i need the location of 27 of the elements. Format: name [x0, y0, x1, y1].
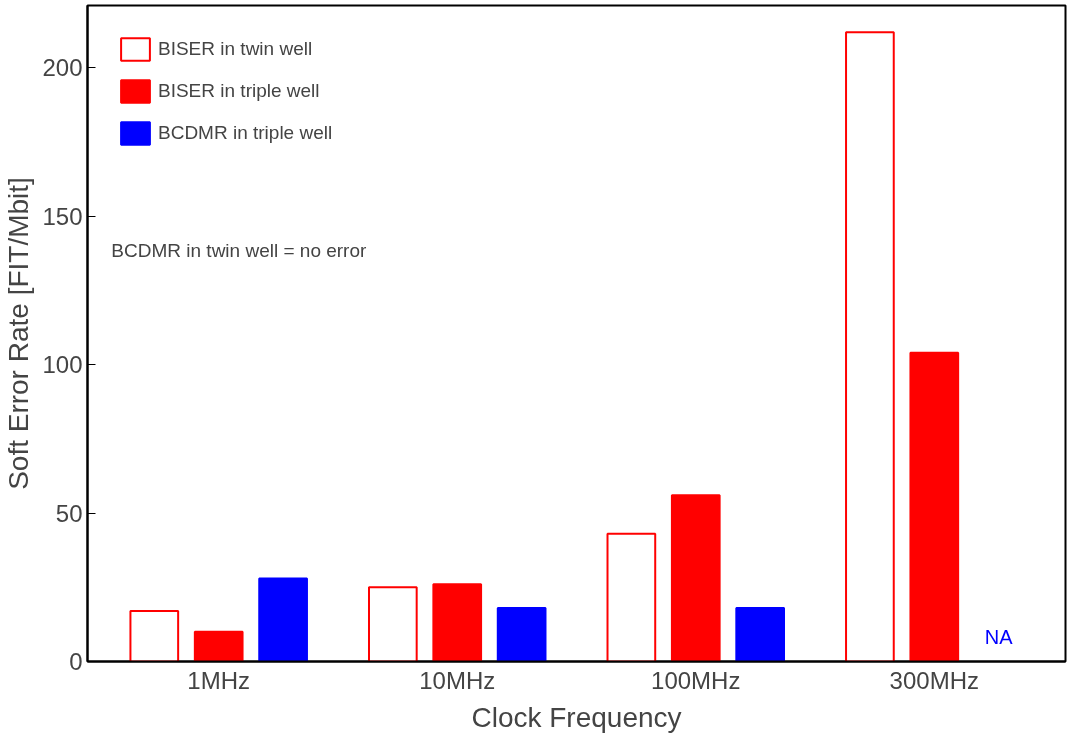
legend-label: BISER in triple well: [158, 80, 320, 102]
y-tick-label: 150: [42, 202, 83, 230]
bar: [432, 583, 483, 662]
x-tick-label: 100MHz: [651, 666, 741, 694]
bar: [258, 577, 308, 662]
bar: [670, 494, 721, 662]
annotation: BCDMR in twin well = no error: [111, 239, 368, 261]
bar: [606, 532, 657, 662]
annotation: NA: [984, 625, 1014, 648]
bar: [909, 351, 960, 662]
y-axis-title: Soft Error Rate [FIT/Mbit]: [3, 177, 35, 490]
bar: [367, 586, 418, 662]
bar: [735, 607, 786, 662]
bar: [193, 630, 244, 662]
bar: [129, 610, 180, 662]
x-axis-title: Clock Frequency: [471, 701, 682, 733]
x-tick-label: 10MHz: [419, 666, 496, 694]
legend-label: BCDMR in triple well: [158, 122, 333, 144]
y-tick-label: 0: [69, 648, 83, 675]
bar: [496, 607, 547, 662]
y-tick-label: 100: [42, 351, 83, 379]
bar: [845, 31, 895, 662]
y-tick-label: 200: [42, 54, 83, 82]
y-tick-label: 50: [55, 499, 83, 527]
legend-label: BISER in twin well: [158, 38, 313, 60]
x-tick-label: 1MHz: [187, 666, 251, 694]
x-tick-label: 300MHz: [889, 666, 979, 694]
